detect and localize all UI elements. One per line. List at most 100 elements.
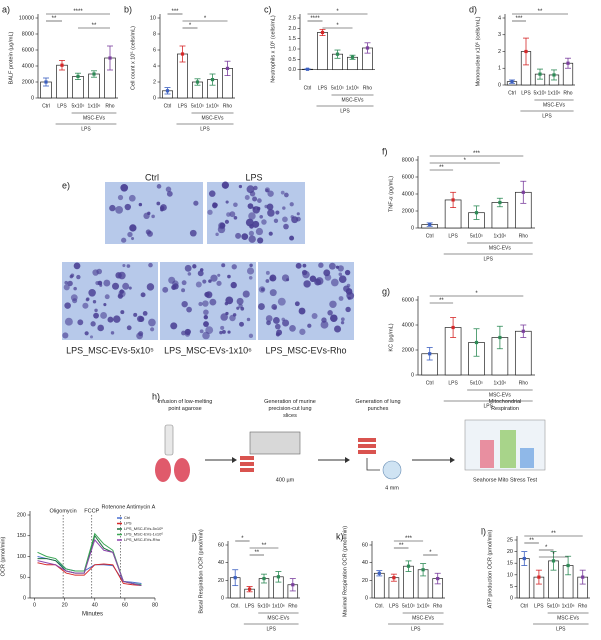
x-tick-label: 20 [62, 602, 68, 608]
y-tick-label: 2.0 [288, 26, 296, 32]
cell [236, 297, 244, 305]
cell [113, 315, 121, 323]
panel-label: c) [264, 4, 272, 14]
y-tick-label: 0 [365, 595, 368, 601]
y-tick-label: 50 [20, 575, 26, 581]
significance-label: *** [473, 151, 481, 157]
mean-marker [498, 200, 502, 205]
legend-label: LPS_MSC-EVs-Rho [124, 537, 161, 542]
cell [240, 306, 245, 311]
mean-marker [108, 56, 112, 60]
mean-marker [566, 61, 570, 65]
step-label: Mitochondrial Respiration [489, 399, 522, 412]
cell [265, 315, 273, 322]
cell [172, 280, 179, 287]
y-tick-label: 20 [507, 549, 513, 555]
syringe-icon [164, 424, 174, 456]
cell [327, 310, 333, 316]
significance-label: ** [399, 543, 404, 549]
y-tick-label: 8 [153, 31, 156, 37]
cell [282, 216, 288, 223]
cell [181, 280, 187, 286]
mean-marker [44, 80, 48, 84]
punch-icon [358, 444, 376, 448]
x-tick-label: LPS [448, 233, 458, 239]
x-tick-label: 5x10⁵ [72, 103, 85, 109]
cell [156, 201, 161, 206]
assay-plot-icon [520, 448, 534, 468]
mean-marker [276, 575, 280, 579]
y-tick-label: 6000 [22, 47, 34, 53]
cell [330, 278, 339, 287]
cell [264, 204, 268, 209]
cell [311, 313, 318, 319]
y-tick-label: 100 [17, 554, 26, 560]
cell [181, 300, 188, 308]
cell [266, 203, 274, 211]
cell [94, 308, 98, 313]
cell [210, 274, 218, 282]
significance-label: *** [515, 16, 523, 22]
y-tick-label: 10 [150, 15, 156, 21]
cell [318, 262, 324, 268]
mean-marker [406, 564, 411, 568]
group-label: LPS [542, 113, 552, 119]
cell [199, 268, 204, 272]
cell [315, 277, 324, 286]
significance-label: * [545, 545, 548, 551]
cell [335, 265, 340, 269]
step-text-line: point agarose [168, 406, 201, 412]
cell [120, 183, 129, 192]
cell [150, 327, 155, 332]
micrograph-label: LPS [245, 172, 262, 182]
x-tick-label: 5x10⁵ [470, 233, 483, 239]
group-label: LPS [411, 626, 421, 632]
x-tick-label: 1x10⁶ [272, 603, 285, 609]
significance-label: ** [52, 16, 57, 22]
x-tick-label: 1x10⁶ [548, 90, 561, 96]
arrowhead [345, 457, 350, 463]
cell [299, 328, 306, 335]
cell [233, 202, 238, 208]
cell [224, 219, 230, 224]
cell [265, 188, 269, 193]
group-label: LPS [266, 626, 276, 632]
cell [92, 300, 97, 304]
cell [246, 267, 255, 275]
group-label: MSC-EVs [342, 97, 364, 103]
y-tick-label: 0 [153, 95, 156, 101]
cell [239, 321, 244, 327]
y-tick-label: 3 [498, 32, 501, 38]
x-tick-label: Rho [578, 603, 587, 609]
cell [126, 264, 131, 268]
mean-marker [451, 325, 455, 330]
cell [340, 317, 345, 322]
punch-icon [358, 438, 376, 442]
x-tick-label: Ctrl [426, 233, 434, 239]
cell [338, 275, 347, 284]
cell [122, 282, 130, 290]
y-tick-label: 4 [153, 63, 156, 69]
cell [257, 198, 262, 203]
significance-label: ** [254, 550, 259, 556]
panel-label: l) [481, 526, 486, 536]
y-tick-label: 4000 [402, 191, 414, 197]
y-tick-label: 10 [507, 572, 513, 578]
y-axis-label: Neutrophils x 10⁵ (cells/mL) [269, 15, 276, 83]
x-tick-label: 5x10⁵ [470, 380, 483, 386]
cell [138, 202, 143, 207]
cell [203, 315, 208, 320]
cell [229, 211, 236, 218]
x-tick-label: 1x10⁶ [206, 103, 219, 109]
mean-marker [451, 198, 455, 202]
panel-label: h) [152, 391, 160, 401]
cell [242, 290, 250, 298]
x-tick-label: Rho [563, 90, 572, 96]
y-tick-label: 5 [510, 584, 513, 590]
lung-icon [174, 458, 190, 482]
legend-label: Ctrl [124, 515, 130, 520]
bar [373, 572, 385, 599]
cell [295, 262, 302, 269]
cell [192, 264, 197, 269]
panel-label: d) [469, 4, 477, 14]
